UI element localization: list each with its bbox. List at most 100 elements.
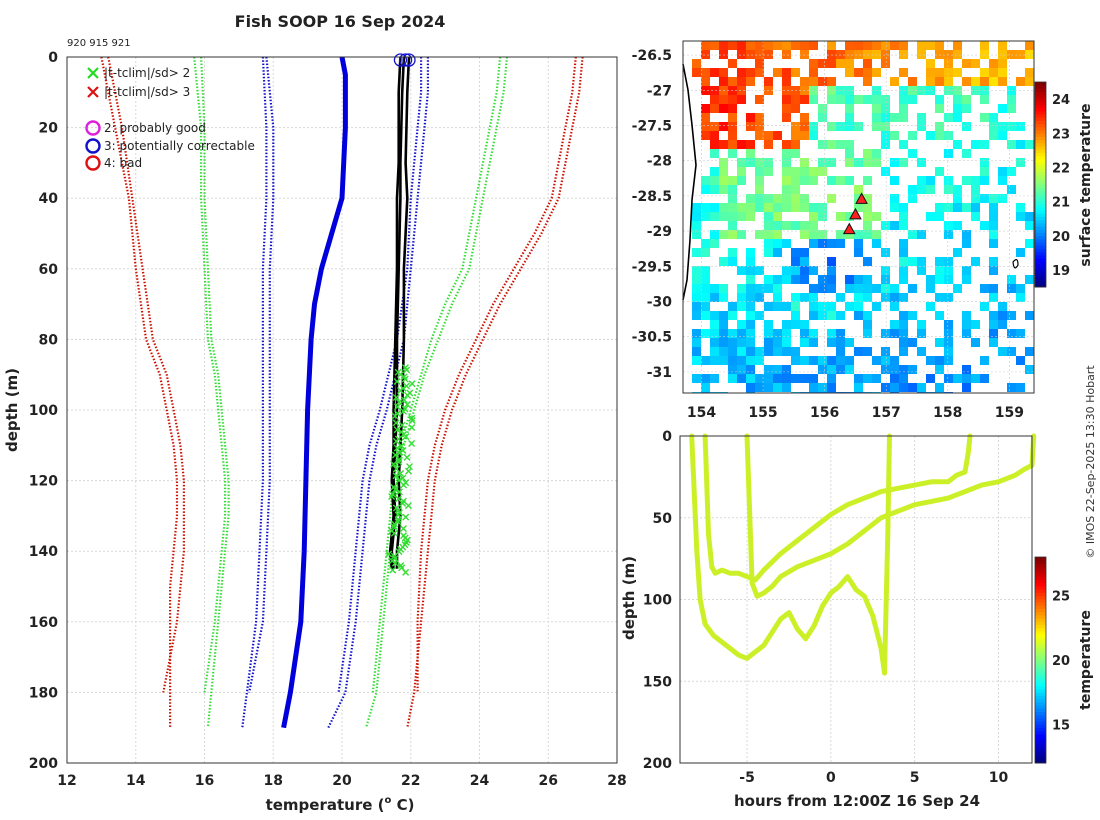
- map-cell: [728, 212, 737, 221]
- map-cell: [809, 374, 818, 383]
- map-cell: [1007, 185, 1016, 194]
- profile-flag-marker-85: [391, 559, 399, 567]
- section-colorbar-swatch-50: [1035, 598, 1046, 603]
- map-cell: [917, 50, 926, 59]
- map-cell: [773, 230, 782, 239]
- map-cell: [908, 230, 917, 239]
- map-cell: [953, 284, 962, 293]
- map-cell: [1025, 365, 1034, 374]
- map-cell: [728, 257, 737, 266]
- map-cell: [809, 239, 818, 248]
- map-cell: [692, 374, 701, 383]
- map-cell: [917, 257, 926, 266]
- map-cell: [800, 329, 809, 338]
- profile-series-14: [390, 56, 406, 569]
- map-cell: [962, 203, 971, 212]
- map-cell: [701, 104, 710, 113]
- map-cell: [746, 311, 755, 320]
- map-cell: [917, 185, 926, 194]
- map-cell: [746, 284, 755, 293]
- map-cell: [899, 329, 908, 338]
- map-cell: [1007, 122, 1016, 131]
- map-cell: [701, 131, 710, 140]
- map-cell: [746, 140, 755, 149]
- profile-flag-marker-47: [392, 472, 400, 480]
- map-cell: [971, 59, 980, 68]
- profile-legend-marker-2: [85, 120, 101, 136]
- map-cell: [755, 311, 764, 320]
- map-cell: [818, 77, 827, 86]
- map-colorbar-swatch-20: [1035, 219, 1046, 224]
- profile-flag-marker-17: [393, 403, 401, 411]
- map-cell: [764, 374, 773, 383]
- profile-flag-marker-42: [390, 460, 398, 468]
- map-cell: [701, 275, 710, 284]
- map-cell: [926, 356, 935, 365]
- map-cell: [953, 50, 962, 59]
- map-cell: [746, 77, 755, 86]
- map-colorbar-swatch-23: [1035, 210, 1046, 214]
- map-cell: [800, 176, 809, 185]
- map-cell: [944, 50, 953, 59]
- map-cell: [962, 104, 971, 113]
- map-cell: [980, 95, 989, 104]
- map-cell: [989, 113, 998, 122]
- map-cell: [926, 77, 935, 86]
- map-cell: [818, 383, 827, 392]
- profile-flag-marker-33: [408, 440, 416, 448]
- section-colorbar-swatch-32: [1035, 656, 1046, 661]
- map-cell: [845, 149, 854, 158]
- map-cell: [1016, 212, 1025, 221]
- map-cell: [836, 95, 845, 104]
- map-cell: [818, 239, 827, 248]
- map-cell: [791, 68, 800, 77]
- map-cell: [818, 104, 827, 113]
- map-colorbar-swatch-48: [1035, 130, 1046, 134]
- map-colorbar-swatch-36: [1035, 168, 1046, 173]
- map-colorbar-swatch-30: [1035, 187, 1046, 192]
- map-cell: [800, 158, 809, 167]
- map-cell: [872, 104, 881, 113]
- map-cell: [962, 320, 971, 329]
- map-xtick-5: 159: [995, 405, 1024, 421]
- profile-xtick-1: 14: [126, 773, 146, 789]
- map-cell: [890, 302, 899, 311]
- map-cell: [692, 275, 701, 284]
- map-cell: [728, 77, 737, 86]
- map-cell: [791, 257, 800, 266]
- map-cell: [1025, 221, 1034, 230]
- map-cell: [782, 77, 791, 86]
- section-colorbar-swatch-60: [1035, 566, 1046, 571]
- map-cell: [1007, 311, 1016, 320]
- map-cell: [809, 68, 818, 77]
- map-cell: [737, 374, 746, 383]
- map-cell: [845, 122, 854, 131]
- map-cell: [890, 365, 899, 374]
- profile-legend: |t-tclim|/sd> 2 |t-tclim|/sd> 3 2: probabl…: [85, 66, 255, 171]
- map-cell: [872, 284, 881, 293]
- map-cell: [782, 383, 791, 392]
- map-colorbar-swatch-28: [1035, 194, 1046, 198]
- map-cell: [800, 230, 809, 239]
- map-cell: [962, 266, 971, 275]
- map-cell: [773, 329, 782, 338]
- map-cell: [899, 221, 908, 230]
- map-colorbar-tick-3: 22: [1052, 161, 1070, 176]
- section-colorbar-swatch-51: [1035, 595, 1046, 600]
- map-cell: [791, 167, 800, 176]
- map-cell: [764, 131, 773, 140]
- map-cell: [881, 95, 890, 104]
- profile-flag-marker-81: [385, 550, 393, 558]
- map-cell: [953, 95, 962, 104]
- map-cell: [908, 365, 917, 374]
- map-cell: [935, 275, 944, 284]
- profile-ytick-5: 100: [29, 403, 58, 419]
- map-cell: [773, 203, 782, 212]
- section-colorbar-swatch-56: [1035, 579, 1046, 584]
- map-colorbar-swatch-7: [1035, 261, 1046, 266]
- map-stations: [842, 192, 868, 235]
- map-colorbar-swatch-13: [1035, 242, 1046, 246]
- map-cell: [791, 356, 800, 365]
- map-cell: [719, 230, 728, 239]
- map-cell: [971, 203, 980, 212]
